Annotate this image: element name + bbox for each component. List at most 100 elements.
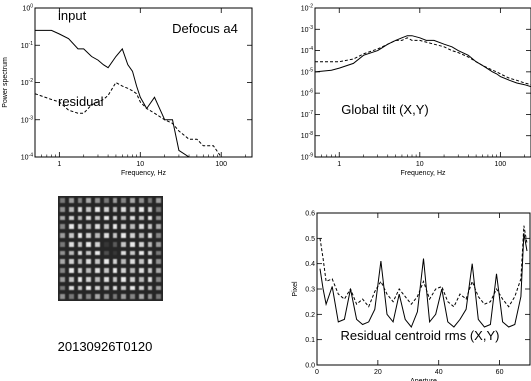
sensor-spot <box>77 276 83 282</box>
sensor-spot <box>147 206 153 212</box>
sensor-spot <box>130 241 135 247</box>
sensor-spot <box>138 276 144 282</box>
sensor-spot <box>103 241 109 247</box>
sensor-spot <box>156 241 161 247</box>
sensor-spot <box>86 250 91 256</box>
sensor-spot <box>86 198 91 203</box>
y-tick-label: 10-3 <box>21 115 33 124</box>
sensor-spot <box>95 224 100 229</box>
y-axis-label: Power spectrum <box>2 57 9 108</box>
sensor-spot <box>147 233 153 238</box>
y-tick-label: 100 <box>22 4 33 13</box>
sensor-spot <box>147 259 153 264</box>
sensor-spot <box>77 198 83 203</box>
sensor-spot <box>60 259 65 264</box>
sensor-spot <box>112 224 118 229</box>
x-tick-label: 100 <box>215 161 227 168</box>
sensor-spot <box>68 224 74 229</box>
sensor-spot <box>95 294 100 299</box>
sensor-spot <box>112 259 118 264</box>
sensor-spot <box>103 215 109 221</box>
sensor-spot <box>147 276 153 282</box>
sensor-spot <box>60 276 65 282</box>
sensor-spot <box>130 276 135 282</box>
y-axis-label: Pixel <box>292 281 299 297</box>
series-group <box>35 29 232 157</box>
sensor-spot <box>77 241 83 247</box>
sensor-spot <box>130 259 135 264</box>
sensor-spot <box>147 285 153 291</box>
sensor-spot <box>103 285 109 291</box>
plot-frame <box>314 7 531 158</box>
sensor-spot <box>95 206 100 212</box>
sensor-spot <box>121 268 126 273</box>
sensor-spot <box>138 241 144 247</box>
sensor-spot <box>147 250 153 256</box>
sensor-spot <box>68 215 74 221</box>
sensor-spot <box>60 206 65 212</box>
x-tick-label: 1 <box>57 161 61 168</box>
sensor-spot <box>68 198 74 203</box>
y-tick-label: 0.4 <box>305 261 315 268</box>
sensor-spot <box>138 268 144 273</box>
sensor-spot <box>86 215 91 221</box>
sensor-spot <box>95 215 100 221</box>
sensor-spot <box>156 276 161 282</box>
y-tick-label: 10-4 <box>301 46 313 55</box>
sensor-spot <box>138 198 144 203</box>
sensor-spot <box>68 250 74 256</box>
sensor-spot <box>156 259 161 264</box>
sensor-spot <box>121 276 126 282</box>
y-tick-label: 0.1 <box>305 337 315 344</box>
sensor-spot <box>103 250 109 256</box>
sensor-spot <box>130 198 135 203</box>
sensor-spot <box>86 268 91 273</box>
sensor-spot <box>68 241 74 247</box>
sensor-spot <box>60 285 65 291</box>
sensor-spot <box>138 259 144 264</box>
y-tick-label: 10-8 <box>301 131 313 140</box>
x-tick-label: 60 <box>496 369 504 376</box>
sensor-spot <box>112 198 118 203</box>
sensor-spot <box>77 224 83 229</box>
sensor-spot <box>86 224 91 229</box>
sensor-spot <box>86 206 91 212</box>
sensor-spot <box>103 233 109 238</box>
sensor-spot <box>112 294 118 299</box>
sensor-spot <box>95 250 100 256</box>
sensor-spot <box>77 206 83 212</box>
series-group <box>315 35 531 88</box>
x-axis-label: Aperture <box>410 378 437 381</box>
chart-annotation: Global tilt (X,Y) <box>341 102 428 117</box>
sensor-spot <box>130 250 135 256</box>
y-tick-label: 10-9 <box>301 153 313 162</box>
sensor-spot <box>138 215 144 221</box>
chart-annotation: Defocus a4 <box>172 21 238 36</box>
y-tick-label: 10-3 <box>301 25 313 34</box>
sensor-spot <box>156 224 161 229</box>
sensor-spot <box>86 241 91 247</box>
sensor-spot <box>121 241 126 247</box>
sensor-spot <box>60 294 65 299</box>
sensor-spot <box>138 250 144 256</box>
sensor-spot <box>103 198 109 203</box>
image-caption: 20130926T0120 <box>57 339 153 354</box>
sensor-spot <box>112 285 118 291</box>
sensor-spot <box>112 250 118 256</box>
x-tick-label: 20 <box>374 369 382 376</box>
sensor-spot <box>103 276 109 282</box>
sensor-spot <box>138 285 144 291</box>
x-axis-label: Frequency, Hz <box>121 170 166 177</box>
sensor-spot <box>121 233 126 238</box>
sensor-spot <box>103 224 109 229</box>
sensor-spot <box>68 294 74 299</box>
sensor-spot <box>112 276 118 282</box>
sensor-spot <box>60 215 65 221</box>
x-tick-label: 10 <box>136 161 144 168</box>
sensor-spot <box>68 268 74 273</box>
sensor-spot <box>156 233 161 238</box>
sensor-spot <box>95 233 100 238</box>
sensor-spot <box>130 206 135 212</box>
sensor-spot <box>147 198 153 203</box>
sensor-spot <box>112 206 118 212</box>
